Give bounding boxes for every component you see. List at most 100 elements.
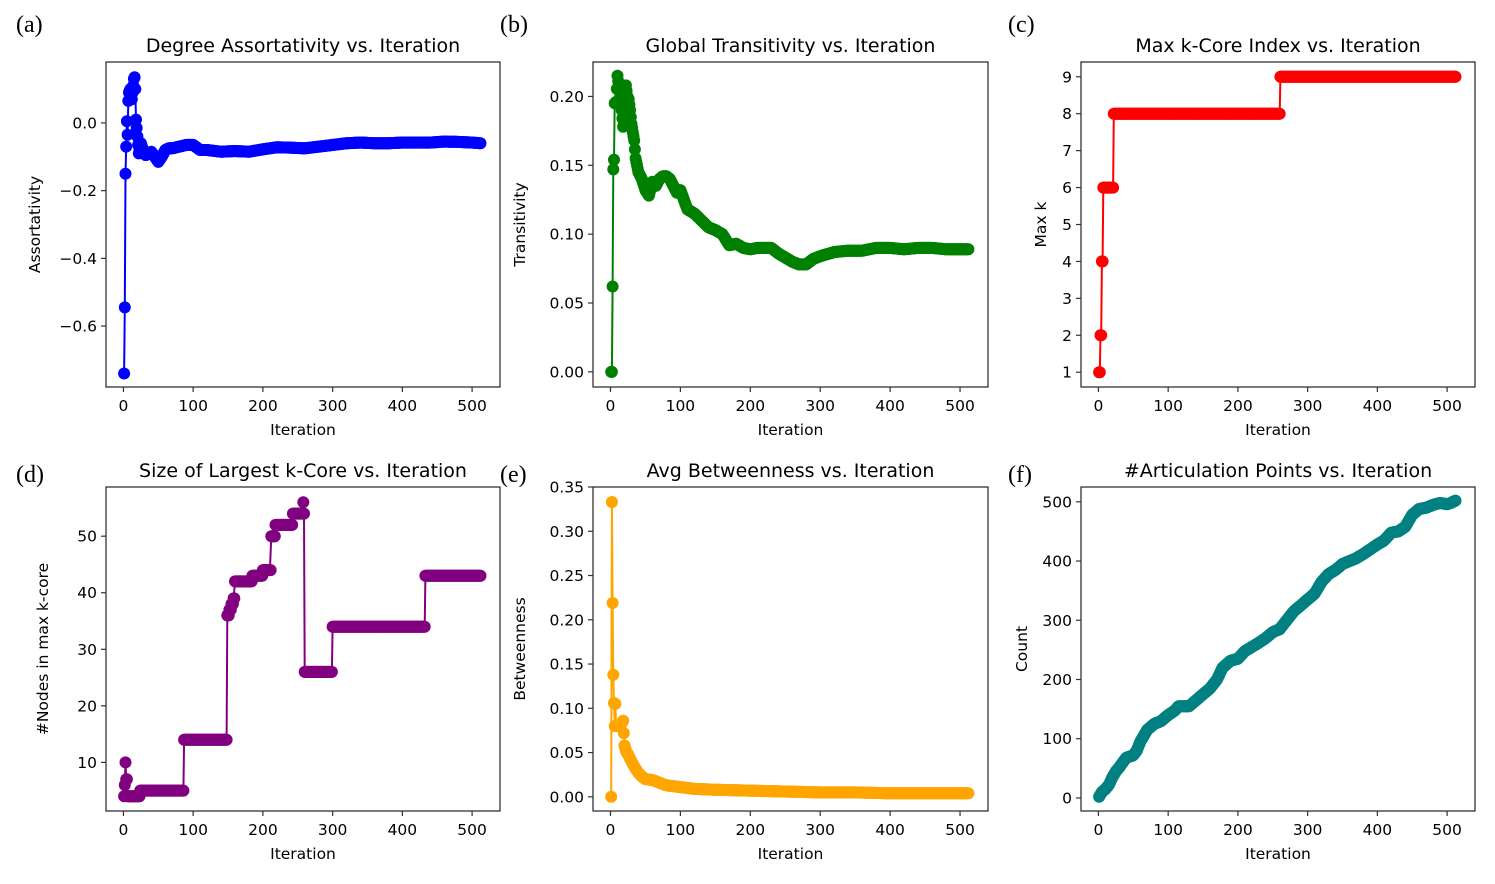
- x-tick-label: 400: [1363, 821, 1393, 839]
- series-line: [123, 501, 481, 798]
- data-point: [1449, 70, 1462, 83]
- y-axis-label: Count: [1013, 626, 1031, 672]
- y-tick-label: 0.35: [549, 479, 584, 497]
- data-point: [177, 784, 190, 797]
- x-tick-label: 100: [666, 397, 696, 415]
- data-point: [121, 128, 134, 141]
- x-tick-label: 100: [178, 821, 208, 839]
- data-point: [120, 115, 133, 128]
- y-tick-label: 20: [77, 697, 97, 715]
- data-point: [606, 597, 619, 609]
- data-point: [119, 167, 132, 180]
- data-point: [118, 301, 131, 314]
- y-tick-label: 7: [1062, 142, 1072, 160]
- x-axis-label: Iteration: [1245, 845, 1311, 863]
- x-tick-label: 100: [178, 397, 208, 415]
- y-tick-label: 0.00: [549, 788, 584, 806]
- series: [118, 71, 487, 380]
- data-point: [605, 496, 618, 508]
- y-tick-label: 50: [77, 528, 97, 546]
- x-tick-label: 500: [1432, 821, 1462, 839]
- y-axis-label: Betweenness: [511, 597, 529, 700]
- y-tick-label: 200: [1042, 671, 1072, 689]
- panel-label: (c): [1008, 12, 1035, 38]
- y-tick-label: 8: [1062, 105, 1072, 123]
- data-point: [120, 140, 133, 153]
- x-tick-label: 400: [1363, 397, 1393, 415]
- x-tick-label: 500: [945, 821, 975, 839]
- x-axis-label: Iteration: [758, 845, 824, 863]
- data-point: [128, 71, 141, 84]
- y-axis-label: Max k: [1032, 202, 1050, 248]
- axes-frame: [105, 61, 501, 388]
- panel-a: (a) Degree Assortativity vs. Iteration 0 10…: [16, 12, 501, 439]
- y-tick-label: 0.00: [549, 363, 584, 381]
- series: [605, 69, 975, 378]
- data-point: [605, 365, 618, 378]
- y-tick-label: 0.15: [549, 656, 584, 674]
- y-tick-label: 10: [77, 754, 97, 772]
- x-tick-label: 100: [1153, 397, 1183, 415]
- y-tick-label: −0.2: [59, 182, 97, 200]
- x-tick-label: 300: [805, 397, 835, 415]
- x-tick-label: 400: [875, 397, 905, 415]
- data-point: [119, 756, 132, 769]
- x-tick-label: 200: [736, 821, 766, 839]
- x-tick-label: 0: [118, 397, 128, 415]
- x-tick-label: 500: [457, 397, 487, 415]
- data-point: [474, 137, 487, 150]
- data-point: [1449, 494, 1462, 507]
- data-point: [605, 790, 618, 803]
- x-axis-label: Iteration: [270, 421, 336, 439]
- data-point: [1096, 255, 1109, 268]
- x-tick-label: 300: [318, 397, 348, 415]
- y-tick-label: 30: [77, 641, 97, 659]
- data-point: [264, 564, 277, 577]
- data-point: [298, 507, 310, 520]
- data-point: [617, 714, 630, 727]
- x-axis-label: Iteration: [270, 845, 336, 863]
- data-point: [962, 243, 975, 256]
- y-tick-label: 100: [1042, 730, 1072, 748]
- y-tick-label: 0.25: [549, 567, 584, 585]
- axes-frame: [1080, 486, 1476, 812]
- panel-label: (f): [1008, 462, 1032, 488]
- x-tick-label: 500: [1432, 397, 1462, 415]
- data-point: [228, 592, 241, 605]
- y-tick-label: 2: [1062, 327, 1072, 345]
- data-point: [609, 697, 622, 710]
- data-point: [120, 773, 133, 786]
- x-tick-label: 0: [606, 821, 616, 839]
- y-tick-label: 0.15: [549, 157, 584, 175]
- x-tick-label: 400: [388, 821, 418, 839]
- panel-e: (e) Avg Betweenness vs. Iteration 0 100 200 3…: [500, 460, 989, 863]
- x-tick-label: 200: [1223, 397, 1253, 415]
- y-tick-label: 0.20: [549, 611, 584, 629]
- x-tick-label: 200: [1223, 821, 1253, 839]
- y-tick-label: 1: [1062, 364, 1072, 382]
- y-tick-label: 0.05: [549, 744, 584, 762]
- y-tick-label: 3: [1062, 290, 1072, 308]
- y-tick-label: 0.0: [72, 114, 97, 132]
- panel-label: (a): [16, 12, 43, 38]
- y-tick-label: 0.05: [549, 294, 584, 312]
- series: [605, 496, 975, 803]
- data-point: [1273, 107, 1286, 120]
- panel-d: (d) Size of Largest k-Core vs. Iteration 0…: [16, 460, 501, 863]
- y-tick-label: −0.6: [59, 318, 97, 336]
- data-point: [418, 620, 431, 633]
- y-tick-label: 0: [1062, 789, 1072, 807]
- y-tick-label: 0.10: [549, 700, 584, 718]
- y-tick-label: 0.20: [549, 88, 584, 106]
- data-point: [617, 727, 630, 740]
- data-point: [1095, 329, 1108, 342]
- y-tick-label: −0.4: [59, 250, 97, 268]
- series-line: [1098, 75, 1456, 374]
- data-point: [268, 530, 281, 543]
- data-point: [606, 280, 619, 293]
- x-tick-label: 300: [1293, 397, 1323, 415]
- data-point: [628, 143, 641, 156]
- data-point: [474, 569, 487, 582]
- panel-label: (b): [500, 12, 528, 38]
